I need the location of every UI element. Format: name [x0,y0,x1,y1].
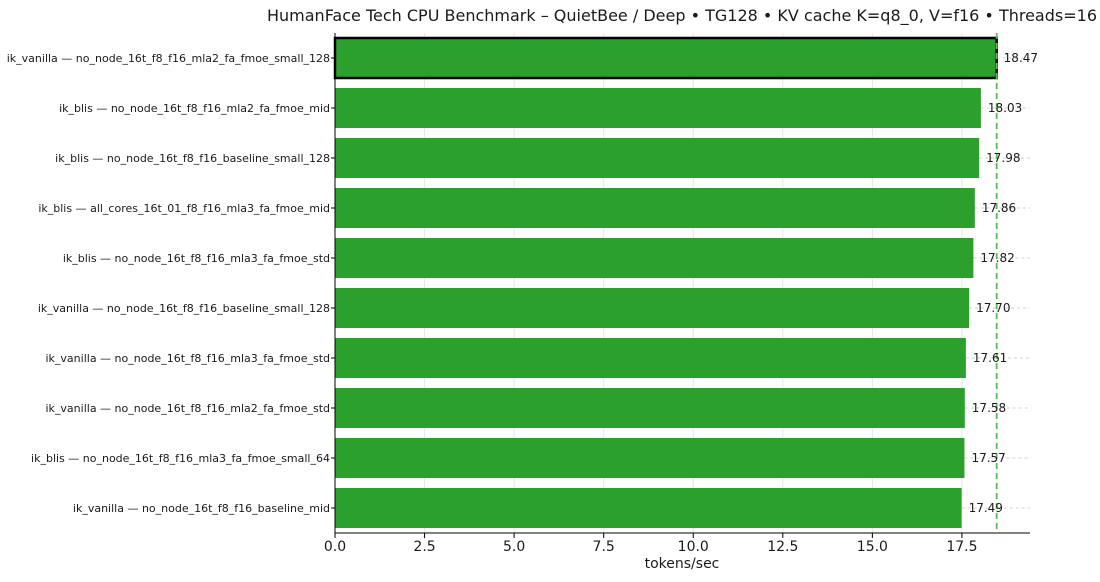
category-label: ik_vanilla — no_node_16t_f8_f16_mla2_fa_… [7,52,330,65]
x-tick-label: 2.5 [413,539,435,555]
value-label: 17.61 [973,351,1007,365]
category-label: ik_vanilla — no_node_16t_f8_f16_mla2_fa_… [46,402,331,415]
x-axis-label: tokens/sec [645,556,720,572]
bars-layer [333,36,998,528]
category-label: ik_vanilla — no_node_16t_f8_f16_mla3_fa_… [46,352,331,365]
bar [335,488,962,528]
value-label: 17.58 [972,401,1006,415]
labels-layer: ik_vanilla — no_node_16t_f8_f16_mla2_fa_… [7,51,1038,515]
category-label: ik_vanilla — no_node_16t_f8_f16_baseline… [73,502,330,515]
x-tick-label: 0.0 [324,539,346,555]
x-tick-label: 15.0 [857,539,888,555]
category-label: ik_vanilla — no_node_16t_f8_f16_baseline… [38,302,330,315]
value-label: 17.82 [980,251,1014,265]
x-tick-label: 5.0 [503,539,525,555]
bar-highlighted [333,36,998,80]
bar [335,88,981,128]
bar [335,388,965,428]
bar [335,238,974,278]
value-label: 17.98 [986,151,1020,165]
bar [335,288,970,328]
x-tick-label: 17.5 [946,539,977,555]
x-tick-label: 7.5 [593,539,615,555]
bar [335,438,965,478]
axes-layer: 0.0 2.5 5.0 7.5 10.0 12.5 15.0 17.5 [324,33,1030,555]
value-label: 17.49 [969,501,1003,515]
chart-title: HumanFace Tech CPU Benchmark – QuietBee … [267,6,1097,26]
x-tick-label: 10.0 [678,539,709,555]
value-label: 18.03 [988,101,1022,115]
value-label: 17.70 [976,301,1010,315]
category-label: ik_blis — no_node_16t_f8_f16_mla3_fa_fmo… [31,452,330,465]
bar [335,338,966,378]
category-label: ik_blis — no_node_16t_f8_f16_mla2_fa_fmo… [59,102,330,115]
value-label: 17.86 [982,201,1016,215]
category-label: ik_blis — no_node_16t_f8_f16_mla3_fa_fmo… [63,252,330,265]
bar [335,138,980,178]
bar [335,188,975,228]
value-label: 17.57 [971,451,1005,465]
category-label: ik_blis — no_node_16t_f8_f16_baseline_sm… [55,152,330,165]
value-label: 18.47 [1004,51,1038,65]
category-label: ik_blis — all_cores_16t_01_f8_f16_mla3_f… [38,202,330,215]
x-tick-label: 12.5 [767,539,798,555]
